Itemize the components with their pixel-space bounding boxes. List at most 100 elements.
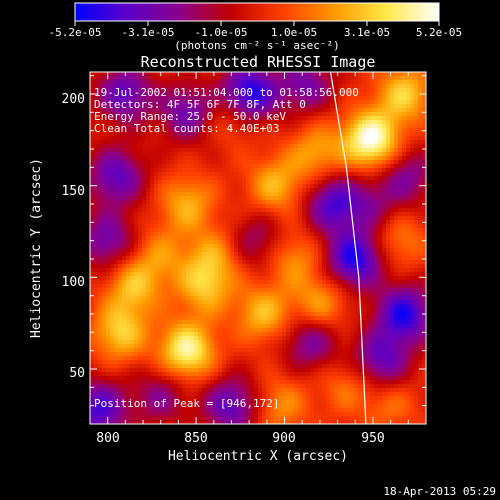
heatmap-cell — [318, 296, 323, 301]
heatmap-cell — [390, 112, 395, 117]
heatmap-cell — [318, 236, 323, 241]
heatmap-cell — [414, 112, 419, 117]
heatmap-cell — [258, 252, 263, 257]
heatmap-cell — [98, 164, 103, 169]
heatmap-cell — [138, 108, 143, 113]
heatmap-cell — [214, 124, 219, 129]
heatmap-cell — [274, 236, 279, 241]
heatmap-cell — [326, 204, 331, 209]
heatmap-cell — [354, 92, 359, 97]
heatmap-cell — [206, 196, 211, 201]
heatmap-cell — [386, 232, 391, 237]
heatmap-cell — [334, 184, 339, 189]
heatmap-cell — [126, 232, 131, 237]
heatmap-cell — [178, 100, 183, 105]
heatmap-cell — [390, 160, 395, 165]
heatmap-cell — [130, 232, 135, 237]
heatmap-cell — [398, 188, 403, 193]
heatmap-cell — [366, 208, 371, 213]
heatmap-cell — [366, 164, 371, 169]
heatmap-cell — [222, 276, 227, 281]
heatmap-cell — [302, 276, 307, 281]
heatmap-cell — [398, 76, 403, 81]
heatmap-cell — [358, 96, 363, 101]
heatmap-cell — [170, 236, 175, 241]
heatmap-cell — [306, 296, 311, 301]
heatmap-cell — [390, 156, 395, 161]
heatmap-cell — [398, 140, 403, 145]
heatmap-cell — [370, 168, 375, 173]
heatmap-cell — [194, 120, 199, 125]
heatmap-cell — [374, 172, 379, 177]
heatmap-cell — [138, 300, 143, 305]
heatmap-cell — [318, 240, 323, 245]
heatmap-cell — [282, 80, 287, 85]
heatmap-cell — [162, 172, 167, 177]
heatmap-cell — [366, 224, 371, 229]
heatmap-cell — [358, 128, 363, 133]
heatmap-cell — [306, 272, 311, 277]
heatmap-cell — [370, 184, 375, 189]
heatmap-cell — [314, 288, 319, 293]
heatmap-cell — [314, 256, 319, 261]
heatmap-cell — [226, 260, 231, 265]
heatmap-cell — [150, 80, 155, 85]
heatmap-cell — [402, 232, 407, 237]
heatmap-cell — [282, 116, 287, 121]
heatmap-cell — [330, 88, 335, 93]
heatmap-cell — [414, 284, 419, 289]
heatmap-cell — [258, 144, 263, 149]
heatmap-cell — [370, 252, 375, 257]
heatmap-cell — [154, 192, 159, 197]
heatmap-cell — [94, 88, 99, 93]
heatmap-cell — [198, 264, 203, 269]
heatmap-cell — [114, 300, 119, 305]
heatmap-cell — [358, 244, 363, 249]
heatmap-cell — [254, 264, 259, 269]
heatmap-cell — [122, 176, 127, 181]
heatmap-cell — [338, 156, 343, 161]
heatmap-cell — [250, 144, 255, 149]
heatmap-cell — [294, 172, 299, 177]
heatmap-cell — [214, 264, 219, 269]
heatmap-cell — [202, 256, 207, 261]
heatmap-cell — [270, 184, 275, 189]
heatmap-cell — [310, 148, 315, 153]
heatmap-cell — [414, 100, 419, 105]
heatmap-cell — [106, 88, 111, 93]
heatmap-cell — [374, 108, 379, 113]
heatmap-cell — [362, 164, 367, 169]
heatmap-cell — [138, 148, 143, 153]
heatmap-cell — [386, 124, 391, 129]
heatmap-cell — [234, 140, 239, 145]
heatmap-cell — [422, 248, 426, 253]
heatmap-cell — [218, 176, 223, 181]
heatmap-cell — [106, 108, 111, 113]
heatmap-cell — [210, 196, 215, 201]
heatmap-cell — [202, 184, 207, 189]
heatmap-cell — [254, 176, 259, 181]
heatmap-cell — [170, 184, 175, 189]
heatmap-cell — [158, 200, 163, 205]
heatmap-cell — [190, 256, 195, 261]
heatmap-cell — [150, 288, 155, 293]
heatmap-cell — [198, 240, 203, 245]
heatmap-cell — [286, 188, 291, 193]
heatmap-cell — [414, 152, 419, 157]
heatmap-cell — [250, 76, 255, 81]
heatmap-cell — [202, 120, 207, 125]
heatmap-cell — [394, 220, 399, 225]
heatmap-cell — [182, 268, 187, 273]
heatmap-cell — [194, 92, 199, 97]
heatmap-cell — [162, 80, 167, 85]
heatmap-cell — [146, 180, 151, 185]
heatmap-cell — [330, 124, 335, 129]
heatmap-cell — [310, 108, 315, 113]
heatmap-cell — [266, 296, 271, 301]
heatmap-cell — [242, 240, 247, 245]
heatmap-cell — [106, 244, 111, 249]
heatmap-cell — [298, 304, 303, 309]
heatmap-cell — [306, 220, 311, 225]
heatmap-cell — [298, 124, 303, 129]
heatmap-cell — [150, 128, 155, 133]
